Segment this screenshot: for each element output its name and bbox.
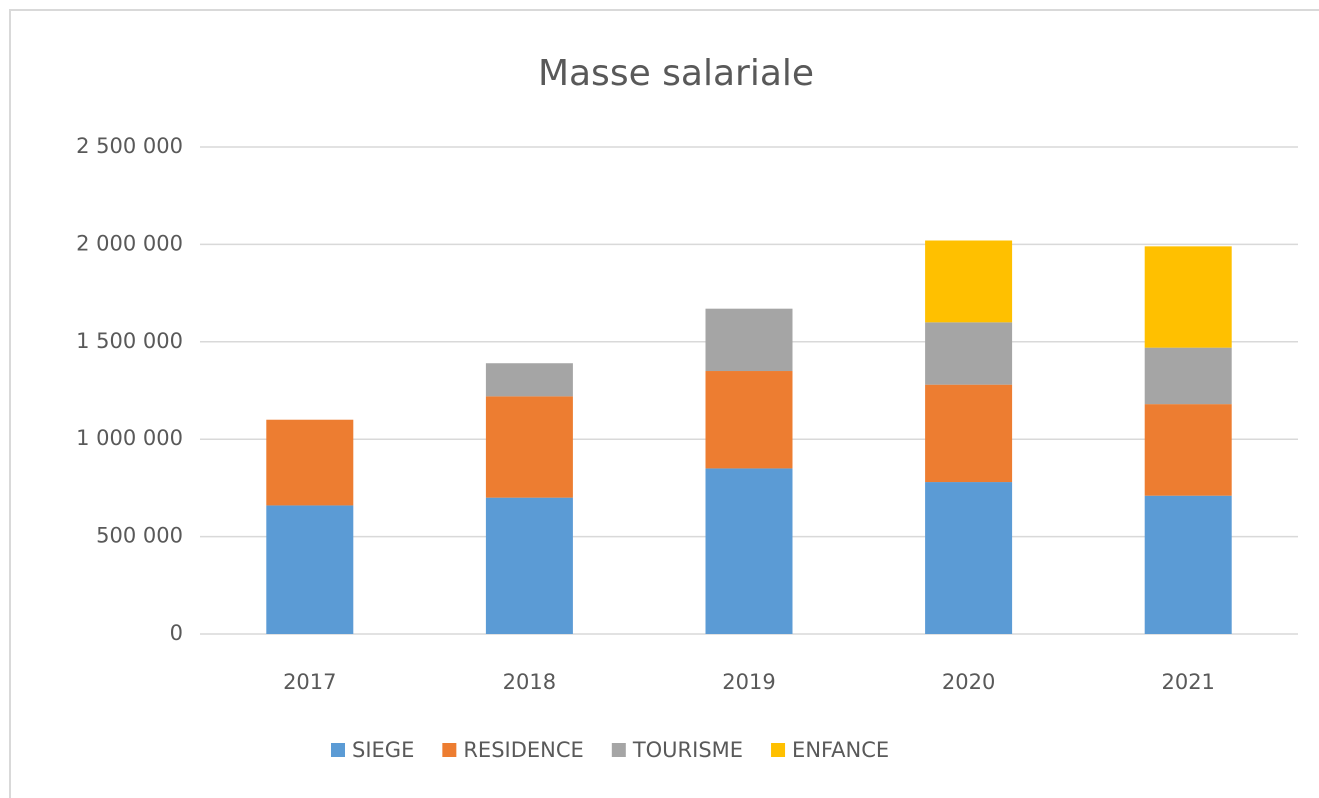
x-tick-label: 2018: [503, 670, 556, 694]
legend-label: ENFANCE: [792, 738, 889, 762]
y-tick-label: 2 500 000: [76, 134, 183, 158]
bar-segment: [705, 308, 793, 372]
legend-label: SIEGE: [352, 738, 414, 762]
bar-segment: [925, 384, 1013, 483]
bar-segment: [1144, 495, 1232, 634]
bar-segment: [705, 468, 793, 634]
legend-swatch: [331, 743, 345, 757]
bar-segment: [485, 363, 573, 397]
x-tick-label: 2017: [283, 670, 336, 694]
legend-swatch: [771, 743, 786, 757]
bar-segment: [1144, 347, 1232, 405]
x-tick-label: 2021: [1161, 670, 1214, 694]
bar-segment: [925, 322, 1013, 385]
bar-segment: [705, 371, 793, 469]
y-tick-label: 2 000 000: [76, 231, 183, 255]
x-tick-label: 2020: [942, 670, 995, 694]
bar-segment: [1144, 246, 1232, 348]
chart-title: Masse salariale: [538, 53, 814, 94]
bar-segment: [1144, 404, 1232, 496]
bar-segment: [925, 482, 1013, 634]
bar-segment: [485, 497, 573, 634]
y-tick-label: 500 000: [96, 524, 183, 548]
y-tick-label: 1 500 000: [76, 329, 183, 353]
x-tick-label: 2019: [722, 670, 775, 694]
bar-segment: [266, 419, 354, 506]
bar-segment: [925, 240, 1013, 323]
bar-segment: [485, 396, 573, 498]
chart-frame: [9, 9, 1319, 798]
bar-segment: [266, 505, 354, 634]
legend-label: TOURISME: [632, 738, 743, 762]
legend-swatch: [442, 743, 457, 757]
y-tick-label: 0: [170, 621, 183, 645]
legend-swatch: [611, 743, 626, 757]
y-tick-label: 1 000 000: [76, 426, 183, 450]
legend-label: RESIDENCE: [463, 738, 583, 762]
